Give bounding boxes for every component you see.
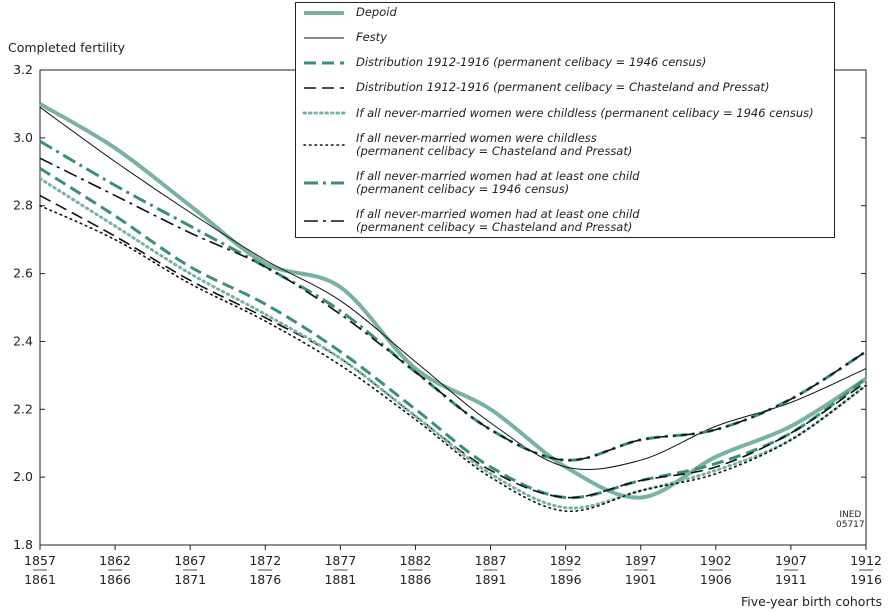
y-tick-label: 1.8: [13, 537, 33, 552]
x-tick-label: 1861: [24, 572, 56, 587]
x-tick-label: 1877: [324, 553, 356, 568]
legend-swatch: [303, 143, 345, 146]
series-line: [39, 194, 867, 499]
x-tick-label: 1876: [249, 572, 281, 587]
legend-item: If all never-married women had at least …: [302, 206, 828, 234]
legend-label: If all never-married women had at least …: [356, 168, 640, 196]
y-tick-label: 2.8: [13, 198, 33, 213]
legend-label: If all never-married women were childles…: [356, 105, 814, 120]
series-line: [39, 106, 867, 470]
series-line: [38, 177, 868, 510]
legend-swatch: [304, 37, 344, 39]
y-tick-label: 2.0: [13, 469, 33, 484]
legend-item: Distribution 1912-1916 (permanent celiba…: [302, 81, 828, 94]
y-tick-label: 2.2: [13, 401, 33, 416]
x-tick-label: 1887: [475, 553, 507, 568]
legend: Depoid Festy Distribution 1912-1916 (perma…: [295, 2, 835, 238]
x-tick-label: 1871: [174, 572, 206, 587]
legend-swatch: [304, 61, 344, 65]
x-tick-label: 1882: [400, 553, 432, 568]
legend-swatch: [304, 220, 344, 222]
y-tick-label: 3.2: [13, 62, 33, 77]
x-tick-label: 1902: [700, 553, 732, 568]
x-tick-label: 1862: [99, 553, 131, 568]
x-tick-label: 1891: [475, 572, 507, 587]
legend-label: Depoid: [356, 5, 397, 19]
legend-swatch: [304, 181, 344, 185]
legend-label: Festy: [356, 30, 387, 45]
x-tick-label: 1907: [775, 553, 807, 568]
legend-item: If all never-married women were childles…: [302, 130, 828, 158]
x-tick-label: 1872: [249, 553, 281, 568]
note: INED 05717: [836, 510, 865, 530]
x-tick-label: 1916: [850, 572, 882, 587]
x-tick-label: 1867: [174, 553, 206, 568]
x-tick-label: 1892: [550, 553, 582, 568]
legend-swatch: [304, 10, 344, 15]
series-line: [38, 102, 868, 500]
legend-label: Distribution 1912-1916 (permanent celiba…: [356, 55, 707, 70]
legend-item: Depoid: [302, 6, 828, 19]
y-tick-label: 3.0: [13, 130, 33, 145]
legend-label: If all never-married women were childles…: [356, 130, 633, 158]
y-axis-label: Completed fertility: [8, 40, 126, 55]
legend-item: If all never-married women were childles…: [302, 105, 828, 120]
legend-label: Distribution 1912-1916 (permanent celiba…: [356, 80, 770, 95]
x-tick-label: 1896: [550, 572, 582, 587]
x-tick-label: 1886: [400, 572, 432, 587]
legend-swatch: [302, 111, 346, 115]
series-line: [39, 157, 867, 461]
x-tick-label: 1866: [99, 572, 131, 587]
x-tick-label: 1857: [24, 553, 56, 568]
legend-label: If all never-married women had at least …: [356, 206, 640, 234]
series-line: [39, 204, 867, 512]
x-tick-label: 1897: [625, 553, 657, 568]
x-tick-label: 1906: [700, 572, 732, 587]
legend-item: Festy: [302, 31, 828, 44]
x-tick-label: 1911: [775, 572, 807, 587]
x-axis-label: Five-year birth cohorts: [741, 594, 882, 609]
series-line: [39, 167, 867, 500]
legend-swatch: [304, 87, 344, 89]
y-tick-label: 2.4: [13, 333, 33, 348]
x-tick-label: 1881: [324, 572, 356, 587]
legend-item: If all never-married women had at least …: [302, 168, 828, 196]
y-tick-label: 2.6: [13, 266, 33, 281]
x-tick-label: 1912: [850, 553, 882, 568]
legend-item: Distribution 1912-1916 (permanent celiba…: [302, 56, 828, 69]
x-tick-label: 1901: [625, 572, 657, 587]
